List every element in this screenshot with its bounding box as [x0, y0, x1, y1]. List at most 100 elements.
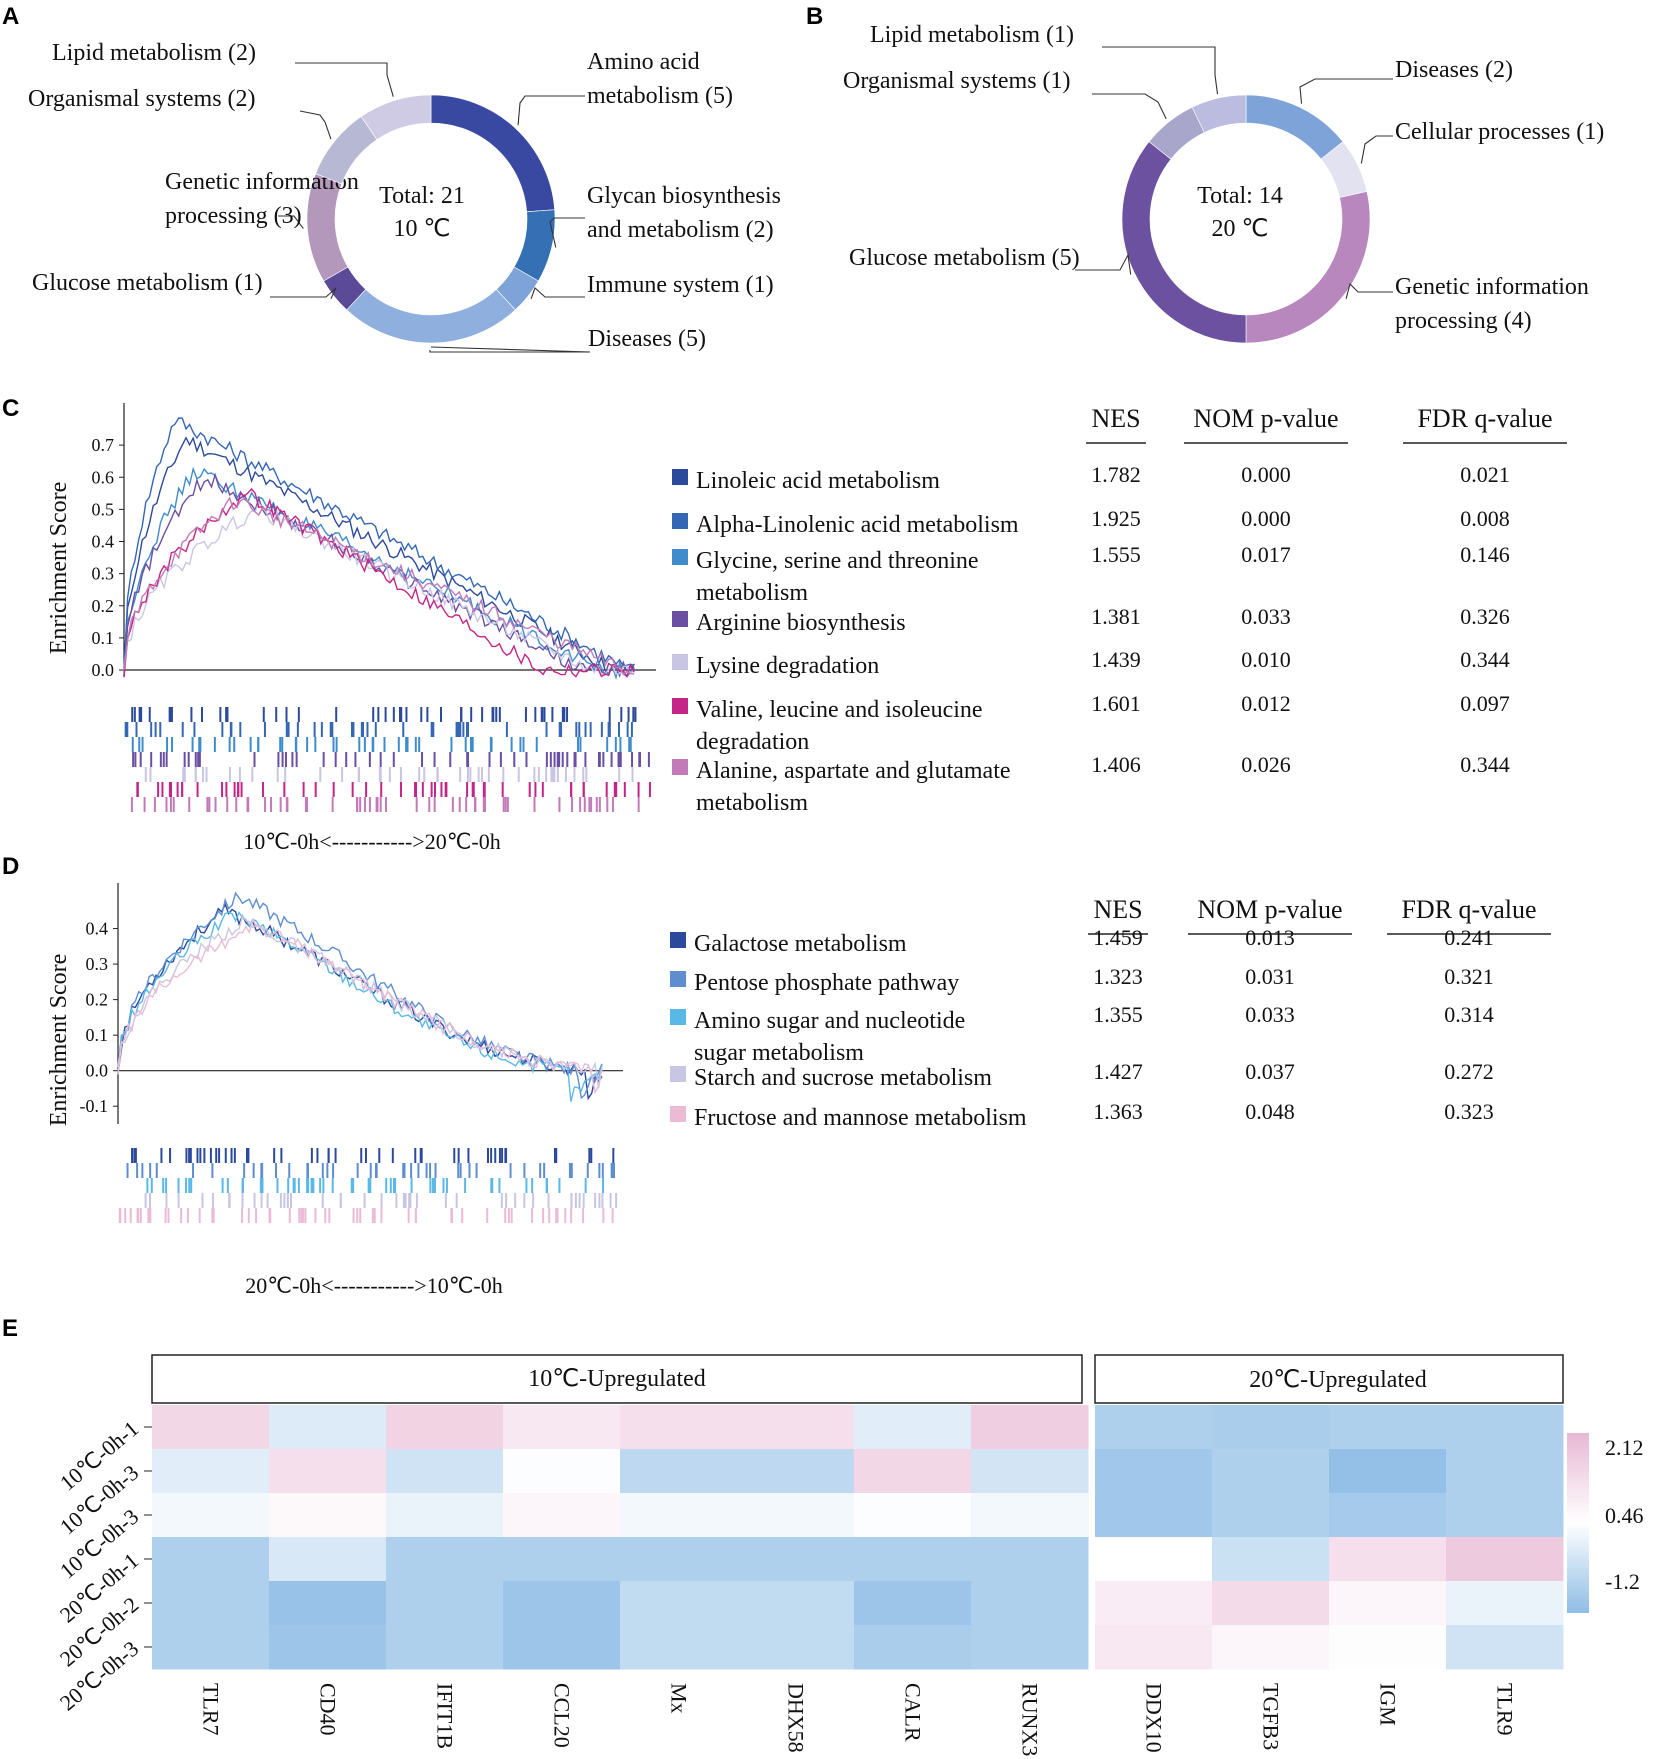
fdr-q-value: 0.321 [1444, 964, 1494, 989]
table-header-nes: NES [1093, 895, 1142, 924]
slice-label-glycan-biosynthesis-and-metabolism-2-line-1: Glycan biosynthesis [587, 183, 781, 209]
gsea-plot-d: 0.4 0.3 0.2 0.1 0.0 -0.1 [80, 883, 623, 1223]
es-curve-alpha-linolenic-acid-metabolism [123, 417, 635, 676]
es-curve-alanine-aspartate-and-glutamate-metabolism [123, 496, 635, 676]
legend-label-fructose-and-mannose-metabolism: Fructose and mannose metabolism [694, 1105, 1027, 1131]
hit-rug-fructose-and-mannose-metabolism [118, 1208, 614, 1223]
heatmap-cell [269, 1537, 387, 1582]
column-label-dhx58: DHX58 [784, 1683, 809, 1753]
heatmap-cell [1095, 1405, 1213, 1450]
heatmap-cell [386, 1449, 504, 1494]
y-tick-label: 0.0 [92, 660, 115, 680]
hit-rug-alanine-aspartate-and-glutamate-metabolism [130, 797, 640, 812]
heatmap-cell [1329, 1537, 1447, 1582]
donut-chart-a: Amino acid metabolism (5) Glycan biosynthe… [28, 40, 781, 353]
y-tick-label: 0.1 [86, 1025, 109, 1045]
heatmap-cell [503, 1493, 621, 1538]
heatmap-cell [269, 1625, 387, 1670]
heatmap-cell [1212, 1625, 1330, 1670]
es-curve-glycine-serine-and-threonine-metabolism [123, 466, 635, 680]
leader-line-genetic-information-processing-4 [1345, 282, 1393, 299]
heatmap-cell [1329, 1449, 1447, 1494]
y-tick-label: 0.0 [86, 1061, 109, 1081]
heatmap-cell [971, 1449, 1089, 1494]
gsea-plot-c: 0.7 0.6 0.5 0.4 0.3 0.2 0.1 0.0 [92, 403, 656, 812]
legend-label-valine-leucine-and-isoleucine-degradation: Valine, leucine and isoleucine [696, 697, 983, 723]
heatmap-cell [854, 1581, 972, 1626]
heatmap-cell [503, 1537, 621, 1582]
heatmap-cell [386, 1581, 504, 1626]
heatmap-cell [1446, 1405, 1564, 1450]
column-label-tgfb3: TGFB3 [1259, 1683, 1284, 1750]
legend-swatch-glycine-serine-and-threonine-metabolism [672, 549, 688, 565]
legend-swatch-starch-and-sucrose-metabolism [670, 1066, 686, 1082]
heatmap-cell [386, 1493, 504, 1538]
legend-label-amino-sugar-and-nucleotide-sugar-metabolism: Amino sugar and nucleotide [694, 1008, 965, 1034]
donut-slice-diseases-5 [346, 288, 516, 344]
hit-rug-galactose-metabolism [131, 1148, 615, 1163]
fdr-q-value: 0.241 [1444, 925, 1494, 950]
nom-p-value: 0.033 [1245, 1002, 1295, 1027]
legend-swatch-arginine-biosynthesis [672, 611, 688, 627]
donut-a-total: Total: 21 [379, 183, 465, 209]
heatmap-cell [269, 1581, 387, 1626]
nes-value: 1.363 [1093, 1099, 1143, 1124]
heatmap-cell [620, 1493, 738, 1538]
nes-value: 1.406 [1091, 752, 1141, 777]
y-tick-label: 0.1 [92, 628, 115, 648]
slice-label-lipid-metabolism-1-line-1: Lipid metabolism (1) [870, 22, 1074, 48]
leader-line-glycan-biosynthesis-and-metabolism-2 [549, 217, 585, 248]
y-tick-label: 0.2 [92, 596, 115, 616]
legend-tick-min: -1.2 [1605, 1569, 1640, 1594]
column-label-tlr7: TLR7 [199, 1683, 224, 1736]
table-header-nom-p-value: NOM p-value [1193, 404, 1338, 433]
heatmap-cell [152, 1537, 270, 1582]
y-tick-label: 0.5 [92, 499, 115, 519]
fdr-q-value: 0.146 [1460, 542, 1510, 567]
legend-swatch-galactose-metabolism [670, 932, 686, 948]
slice-label-genetic-information-processing-3-line-2: processing (3) [165, 203, 302, 229]
heatmap-cell [1329, 1493, 1447, 1538]
es-curve-pentose-phosphate-pathway [117, 891, 603, 1100]
fdr-q-value: 0.323 [1444, 1099, 1494, 1124]
heatmap-cell [971, 1537, 1089, 1582]
slice-label-glycan-biosynthesis-and-metabolism-2-line-2: and metabolism (2) [587, 217, 774, 243]
nom-p-value: 0.033 [1241, 604, 1291, 629]
heatmap-cell [386, 1625, 504, 1670]
slice-label-immune-system-1-line-1: Immune system (1) [587, 272, 774, 298]
hit-rug-glycine-serine-and-threonine-metabolism [131, 737, 632, 752]
heatmap-cell [737, 1625, 855, 1670]
heatmap-cell [971, 1625, 1089, 1670]
heatmap-cell [152, 1405, 270, 1450]
heatmap-cell [620, 1449, 738, 1494]
legend-swatch-fructose-and-mannose-metabolism [670, 1106, 686, 1122]
es-curve-fructose-and-mannose-metabolism [117, 917, 603, 1095]
column-label-mx: Mx [667, 1683, 692, 1714]
hit-rug-amino-sugar-and-nucleotide-sugar-metabolism [146, 1178, 605, 1193]
heatmap-cell [269, 1405, 387, 1450]
heatmap-cell [854, 1449, 972, 1494]
nom-p-value: 0.026 [1241, 752, 1291, 777]
heatmap-cell [503, 1625, 621, 1670]
gsea-c-ylabel: Enrichment Score [46, 482, 72, 655]
es-curve-arginine-biosynthesis [123, 472, 635, 678]
legend-swatch-alpha-linolenic-acid-metabolism [672, 513, 688, 529]
heatmap-cell [620, 1405, 738, 1450]
nom-p-value: 0.010 [1241, 647, 1291, 672]
es-curve-lysine-degradation [123, 501, 635, 675]
slice-label-genetic-information-processing-4-line-1: Genetic information [1395, 274, 1589, 300]
fdr-q-value: 0.021 [1460, 462, 1510, 487]
gsea-d-table: NES NOM p-value FDR q-value Galactose metab… [670, 895, 1551, 1131]
heatmap-cell [503, 1581, 621, 1626]
column-label-calr: CALR [901, 1683, 926, 1742]
slice-label-amino-acid-metabolism-5-line-1: Amino acid [587, 49, 700, 75]
table-header-nes: NES [1091, 404, 1140, 433]
donut-slice-glucose-metabolism-5 [1121, 141, 1247, 344]
heatmap-cell [1212, 1449, 1330, 1494]
heatmap-cell [1095, 1581, 1213, 1626]
heatmap-cell [854, 1537, 972, 1582]
panel-letter-c: C [2, 395, 19, 422]
hit-rug-alpha-linolenic-acid-metabolism [124, 722, 633, 737]
slice-label-diseases-5-line-1: Diseases (5) [588, 326, 706, 352]
